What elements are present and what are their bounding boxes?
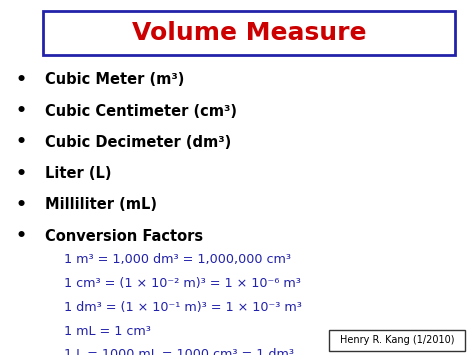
- Text: 1 mL = 1 cm³: 1 mL = 1 cm³: [64, 325, 151, 338]
- Text: •: •: [16, 71, 27, 89]
- Text: •: •: [16, 227, 27, 245]
- Text: •: •: [16, 196, 27, 214]
- Text: Milliliter (mL): Milliliter (mL): [45, 197, 157, 212]
- Text: Volume Measure: Volume Measure: [132, 21, 366, 45]
- Text: Conversion Factors: Conversion Factors: [45, 229, 203, 244]
- Text: Henry R. Kang (1/2010): Henry R. Kang (1/2010): [340, 335, 454, 345]
- Text: 1 m³ = 1,000 dm³ = 1,000,000 cm³: 1 m³ = 1,000 dm³ = 1,000,000 cm³: [64, 253, 291, 266]
- Text: Liter (L): Liter (L): [45, 166, 111, 181]
- Text: •: •: [16, 102, 27, 120]
- FancyBboxPatch shape: [43, 11, 455, 55]
- FancyBboxPatch shape: [329, 330, 465, 351]
- Text: 1 cm³ = (1 × 10⁻² m)³ = 1 × 10⁻⁶ m³: 1 cm³ = (1 × 10⁻² m)³ = 1 × 10⁻⁶ m³: [64, 277, 301, 290]
- Text: Cubic Meter (m³): Cubic Meter (m³): [45, 72, 184, 87]
- Text: •: •: [16, 165, 27, 182]
- Text: 1 L = 1000 mL = 1000 cm³ = 1 dm³: 1 L = 1000 mL = 1000 cm³ = 1 dm³: [64, 349, 294, 355]
- Text: Cubic Decimeter (dm³): Cubic Decimeter (dm³): [45, 135, 231, 150]
- Text: Cubic Centimeter (cm³): Cubic Centimeter (cm³): [45, 104, 237, 119]
- Text: •: •: [16, 133, 27, 151]
- Text: 1 dm³ = (1 × 10⁻¹ m)³ = 1 × 10⁻³ m³: 1 dm³ = (1 × 10⁻¹ m)³ = 1 × 10⁻³ m³: [64, 301, 302, 314]
